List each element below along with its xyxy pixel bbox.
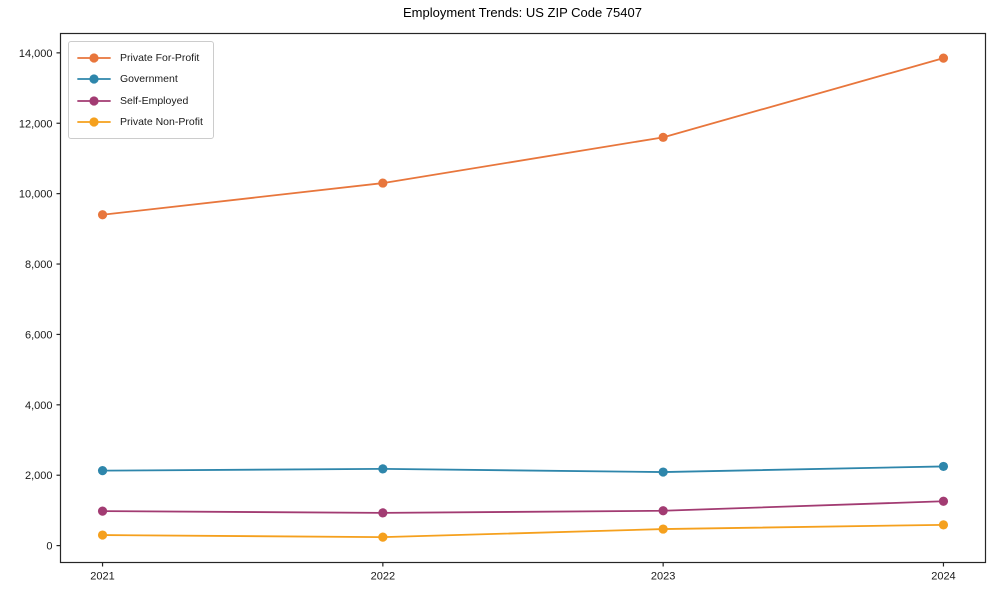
y-tick-label: 6,000 (25, 329, 53, 341)
marker-private-non-profit-2023 (658, 524, 668, 534)
y-tick-label: 14,000 (19, 48, 53, 60)
legend-marker-sample (89, 74, 99, 84)
marker-private-for-profit-2024 (938, 53, 949, 63)
legend-label: Government (120, 73, 178, 86)
legend-marker-sample (89, 53, 99, 63)
series-line-private-for-profit (101, 57, 945, 216)
y-tick-label: 0 (46, 541, 52, 553)
legend-item-private-non-profit: Private Non-Profit (77, 112, 203, 134)
legend-label: Self-Employed (120, 94, 189, 107)
marker-self-employed-2023 (658, 506, 668, 516)
marker-private-non-profit-2021 (97, 530, 108, 540)
legend-label: Private For-Profit (120, 51, 200, 64)
marker-private-non-profit-2022 (378, 532, 388, 542)
x-tick-label: 2021 (90, 571, 114, 583)
y-tick-label: 4,000 (25, 400, 53, 412)
marker-self-employed-2024 (938, 496, 949, 506)
series-line-government (101, 465, 945, 473)
x-tick-label: 2022 (371, 571, 395, 583)
y-tick-label: 12,000 (19, 118, 53, 130)
legend-marker-sample (89, 96, 99, 106)
x-tick-label: 2024 (931, 571, 955, 583)
legend-item-government: Government (77, 69, 203, 91)
legend-marker-icon (77, 74, 111, 84)
marker-government-2022 (378, 464, 388, 474)
marker-self-employed-2022 (378, 508, 388, 518)
marker-government-2024 (938, 461, 949, 472)
marker-private-for-profit-2022 (378, 178, 388, 188)
plot-border (59, 32, 987, 564)
marker-government-2023 (658, 467, 668, 477)
legend-item-self-employed: Self-Employed (77, 90, 203, 112)
legend-marker-icon (77, 117, 111, 127)
marker-self-employed-2021 (97, 506, 108, 516)
y-tick-label: 2,000 (25, 470, 53, 482)
marker-private-non-profit-2024 (938, 520, 949, 530)
legend-marker-sample (89, 117, 99, 127)
legend-marker-icon (77, 53, 111, 63)
legend: Private For-Profit Government Self-Employe… (68, 41, 214, 139)
series-line-private-non-profit (101, 523, 945, 539)
marker-government-2021 (97, 466, 108, 476)
chart-title: Employment Trends: US ZIP Code 75407 (403, 5, 642, 20)
series-line-self-employed (101, 500, 945, 514)
legend-label: Private Non-Profit (120, 116, 203, 129)
y-tick-label: 8,000 (25, 259, 53, 271)
x-tick-label: 2023 (651, 571, 675, 583)
marker-private-for-profit-2023 (658, 132, 668, 142)
legend-marker-icon (77, 96, 111, 106)
y-tick-label: 10,000 (19, 189, 53, 201)
marker-private-for-profit-2021 (97, 210, 108, 220)
legend-item-private-for-profit: Private For-Profit (77, 47, 203, 69)
